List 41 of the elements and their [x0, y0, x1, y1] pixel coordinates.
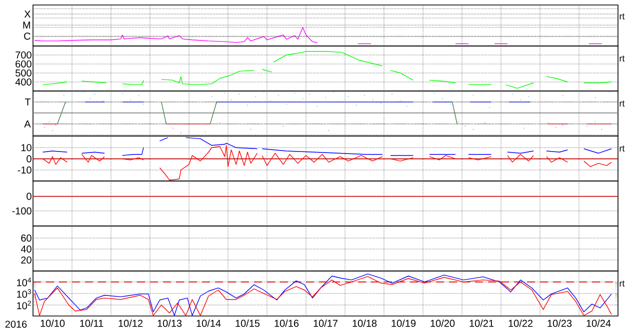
x-tick-label: 10/12: [118, 320, 143, 327]
y-tick-label: 20: [21, 256, 32, 264]
text: rt: [620, 56, 625, 62]
y-tick-label: 60: [21, 234, 32, 242]
y-tick-label: 10$^{2}$: [17, 300, 31, 310]
text: 2016: [5, 320, 27, 328]
y-tick-label: -10: [18, 166, 32, 174]
text: rt: [620, 146, 625, 152]
x-tick-label: 10/15: [236, 320, 260, 327]
text: X: [24, 10, 31, 18]
x-tick-label: 10/11: [80, 320, 104, 327]
x-tick-label: 10/17: [314, 320, 338, 327]
x-tick-label: 10/20: [430, 320, 455, 327]
x-tick-label: 10/19: [392, 320, 416, 327]
x-tick-label: 10/23: [548, 320, 572, 327]
y-tick-label: 400: [15, 78, 32, 86]
x-tick-label: 10/18: [352, 320, 377, 327]
text: rt: [620, 100, 625, 107]
y-tick-label: 0: [26, 192, 32, 200]
text: rt: [620, 280, 625, 287]
x-tick-label: 10/16: [274, 320, 299, 327]
y-tick-label: 700: [16, 51, 32, 59]
y-tick-label: 40: [20, 246, 32, 253]
x-tick-label: 10/14: [196, 320, 221, 327]
y-tick-label: 10$^{3}$: [17, 289, 31, 298]
x-tick-label: 10/22: [508, 320, 533, 327]
x-tick-label: 10/13: [158, 320, 182, 327]
text: M: [23, 22, 30, 29]
text: C: [24, 32, 30, 40]
y-tick-label: -100: [12, 207, 32, 214]
text: A: [24, 120, 31, 128]
x-tick-label: 10/21: [470, 320, 494, 327]
y-tick-label: 10$^{4}$: [17, 278, 32, 286]
text: T: [24, 98, 31, 106]
text: rt: [620, 14, 625, 20]
y-tick-label: 0: [26, 155, 32, 162]
y-tick-label: 10: [21, 144, 32, 152]
y-tick-label: 600: [16, 60, 32, 68]
x-tick-label: 10/24: [586, 320, 611, 327]
y-tick-label: 500: [16, 69, 32, 77]
x-tick-label: 10/10: [40, 320, 65, 327]
